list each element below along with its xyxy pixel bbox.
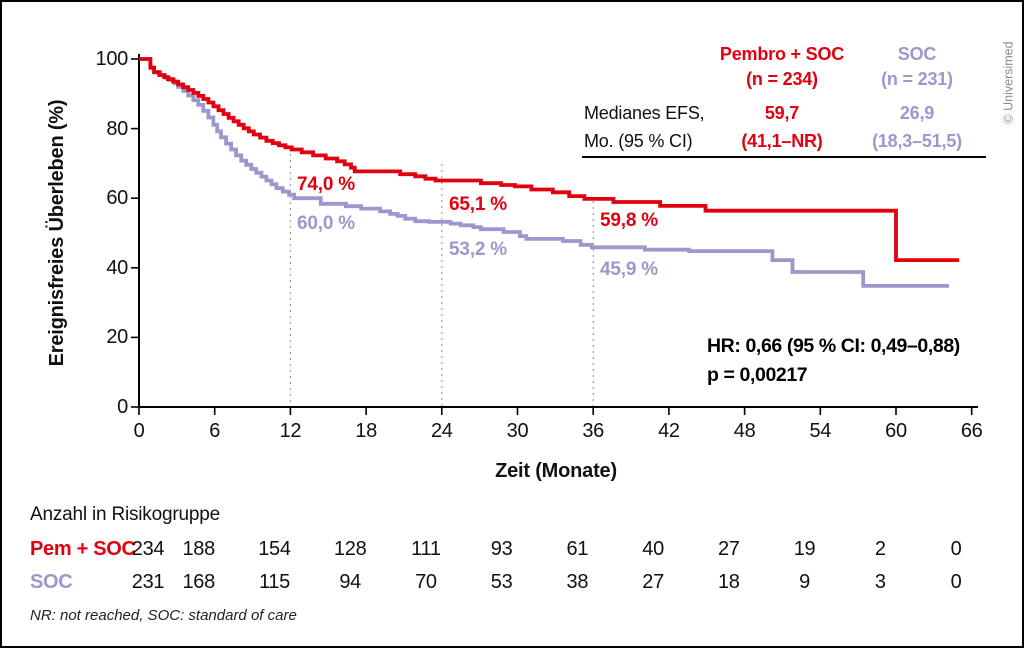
risk-count: 188 [182, 538, 215, 560]
risk-count: 2 [874, 538, 886, 560]
y-tick-label-60: 60 [106, 187, 128, 210]
x-tick-label-12: 12 [279, 420, 302, 442]
risk-count: 234 [131, 538, 165, 560]
legend-col-soc-n: (n = 231) [881, 69, 953, 89]
y-tick-label-40: 40 [106, 256, 128, 279]
annotation-soc-24mo: 53,2 % [449, 239, 507, 260]
x-tick-label-24: 24 [430, 420, 453, 442]
risk-count: 94 [339, 571, 361, 593]
hazard-ratio-text: HR: 0,66 (95 % CI: 0,49–0,88) [707, 335, 960, 357]
risk-count: 111 [411, 538, 441, 560]
legend-col-pembro-name: Pembro + SOC [719, 44, 845, 64]
risk-count: 0 [950, 538, 962, 560]
x-tick-label-0: 0 [133, 420, 145, 442]
x-tick-label-6: 6 [209, 420, 221, 442]
risk-count: 38 [566, 571, 589, 593]
x-axis-title: Zeit (Monate) [495, 460, 617, 482]
km-plot-canvas [131, 54, 978, 415]
risk-count: 128 [333, 538, 367, 560]
x-tick-label-42: 42 [658, 420, 680, 442]
risk-count: 70 [415, 571, 437, 593]
risk-table-title: Anzahl in Risikogruppe [30, 504, 220, 525]
risk-count: 40 [642, 538, 664, 560]
risk-count: 168 [182, 571, 215, 593]
x-tick-label-66: 66 [960, 420, 983, 442]
risk-count: 0 [950, 571, 962, 593]
x-tick-label-18: 18 [355, 420, 377, 442]
risk-row-label-soc: SOC [30, 571, 73, 593]
km-curve-soc [139, 57, 949, 288]
risk-count: 93 [490, 538, 513, 560]
annotation-soc-12mo: 60,0 % [297, 213, 355, 234]
x-tick-label-36: 36 [582, 420, 605, 442]
risk-count: 231 [131, 571, 165, 593]
risk-count: 27 [717, 538, 740, 560]
annotation-pembro-36mo: 59,8 % [600, 210, 658, 231]
risk-count: 19 [793, 538, 816, 560]
annotation-pembro-24mo: 65,1 % [449, 194, 507, 215]
risk-count: 115 [258, 571, 290, 593]
risk-count: 3 [874, 571, 886, 593]
y-tick-label-0: 0 [117, 396, 128, 418]
risk-count: 154 [258, 538, 291, 560]
risk-row-label-pembro: Pem + SOC [30, 538, 136, 560]
annotation-soc-36mo: 45,9 % [600, 259, 658, 280]
median-row-label-line2: Mo. (95 % CI) [584, 131, 693, 151]
risk-count: 61 [566, 538, 589, 560]
annotation-pembro-12mo: 74,0 % [297, 174, 355, 195]
median-ci-pembro: (41,1–NR) [741, 131, 823, 151]
legend-underline [582, 156, 986, 158]
y-tick-label-100: 100 [95, 48, 129, 70]
risk-count: 27 [642, 571, 664, 593]
median-row-label-line1: Medianes EFS, [584, 103, 705, 123]
y-tick-label-20: 20 [106, 326, 128, 349]
legend-col-pembro-n: (n = 234) [746, 69, 818, 89]
risk-count: 53 [490, 571, 513, 593]
legend-col-soc-name: SOC [897, 44, 937, 64]
x-tick-label-54: 54 [809, 420, 832, 442]
y-tick-label-80: 80 [106, 117, 128, 140]
median-value-pembro: 59,7 [764, 103, 800, 123]
median-ci-soc: (18,3–51,5) [872, 131, 962, 151]
footnote-text: NR: not reached, SOC: standard of care [30, 607, 297, 624]
p-value-text: p = 0,00217 [707, 364, 808, 386]
x-tick-label-60: 60 [885, 420, 907, 442]
x-tick-label-30: 30 [506, 420, 529, 442]
x-tick-label-48: 48 [733, 420, 756, 442]
risk-count: 9 [799, 571, 810, 593]
median-value-soc: 26,9 [899, 103, 935, 123]
risk-count: 18 [717, 571, 740, 593]
km-curve-pembro-soc [139, 57, 960, 262]
